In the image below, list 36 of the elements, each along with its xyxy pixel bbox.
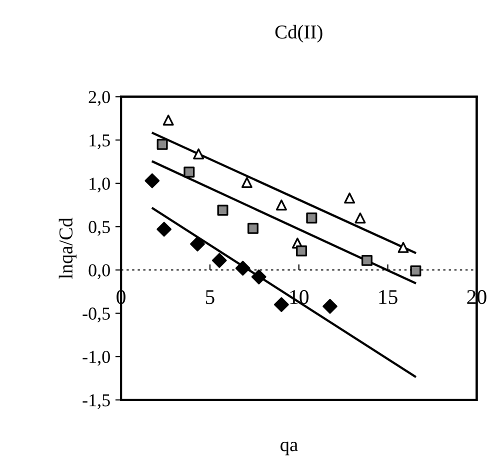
x-axis-title: qa [280, 442, 298, 456]
y-tick-label: -1,5 [82, 394, 110, 409]
y-tick-label: -0,5 [82, 308, 110, 322]
point [235, 260, 250, 276]
point [190, 236, 205, 252]
y-tick-label: 0,0 [88, 264, 110, 280]
point [274, 297, 289, 312]
y-tick-label: 1,5 [90, 134, 110, 150]
point [251, 269, 266, 284]
point [162, 114, 174, 126]
point [398, 242, 409, 253]
point [410, 265, 422, 276]
point [241, 176, 252, 188]
point [361, 254, 372, 266]
y-axis-title: lnqa/Cd [58, 218, 76, 279]
point [156, 222, 172, 237]
point [193, 148, 204, 160]
point [144, 173, 160, 188]
y-tick-label: 2,0 [88, 90, 110, 106]
point [344, 192, 356, 204]
point [217, 204, 228, 216]
point [276, 200, 287, 210]
y-tick-label: -1,0 [82, 350, 110, 366]
y-tick-label: 0,5 [88, 220, 110, 236]
x-tick-label: 15 [379, 290, 398, 304]
point [306, 212, 318, 224]
point [247, 222, 258, 234]
y-tick-label: 1,0 [90, 178, 110, 192]
point [296, 245, 308, 256]
point [322, 298, 338, 314]
point [354, 212, 366, 224]
point [156, 138, 168, 150]
point [184, 166, 195, 178]
point [212, 253, 227, 268]
chart-title: Cd(II) [275, 24, 322, 43]
x-tick-label: 5 [206, 290, 214, 304]
